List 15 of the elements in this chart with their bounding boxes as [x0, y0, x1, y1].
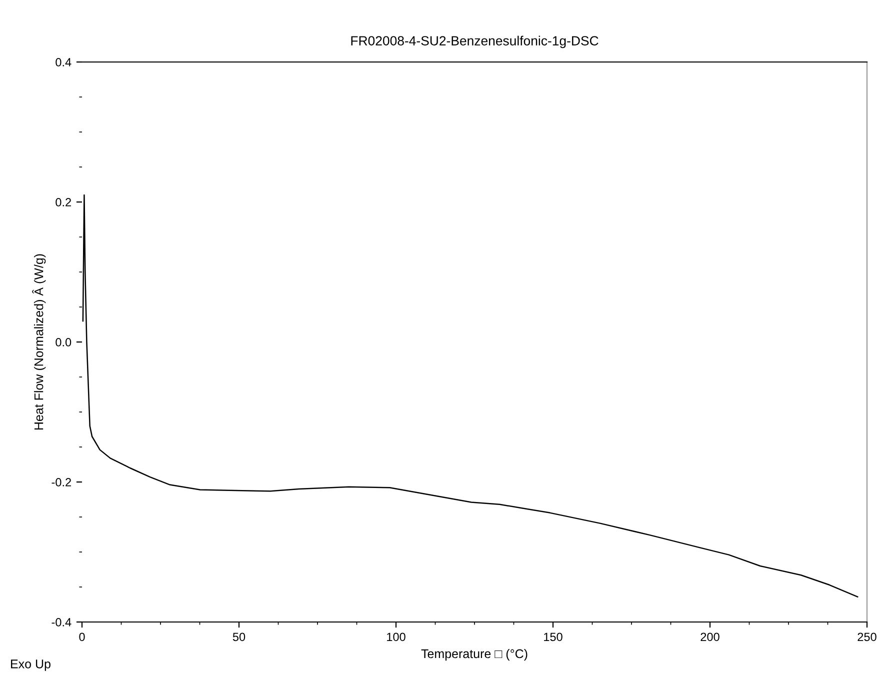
x-axis-title: Temperature □ (°C) [421, 648, 528, 661]
chart-title: FR02008-4-SU2-Benzenesulfonic-1g-DSC [351, 36, 598, 48]
x-tick-label: 50 [232, 632, 246, 642]
y-tick-label: -0.2 [52, 478, 71, 486]
y-tick-label: 0.4 [56, 58, 72, 66]
x-tick-label: 0 [79, 632, 85, 642]
y-tick-label: 0.2 [56, 198, 71, 206]
x-tick-label: 150 [544, 632, 562, 642]
y-tick-label: 0.0 [56, 338, 72, 346]
text: Exo Up [11, 660, 50, 671]
y-tick-label: -0.4 [52, 618, 72, 626]
y-axis-title: Heat Flow (Normalized) Â (W/g) [32, 254, 46, 430]
x-tick-label: 100 [387, 632, 406, 642]
x-tick-label: 200 [700, 632, 720, 642]
x-tick-label: 250 [858, 632, 876, 642]
